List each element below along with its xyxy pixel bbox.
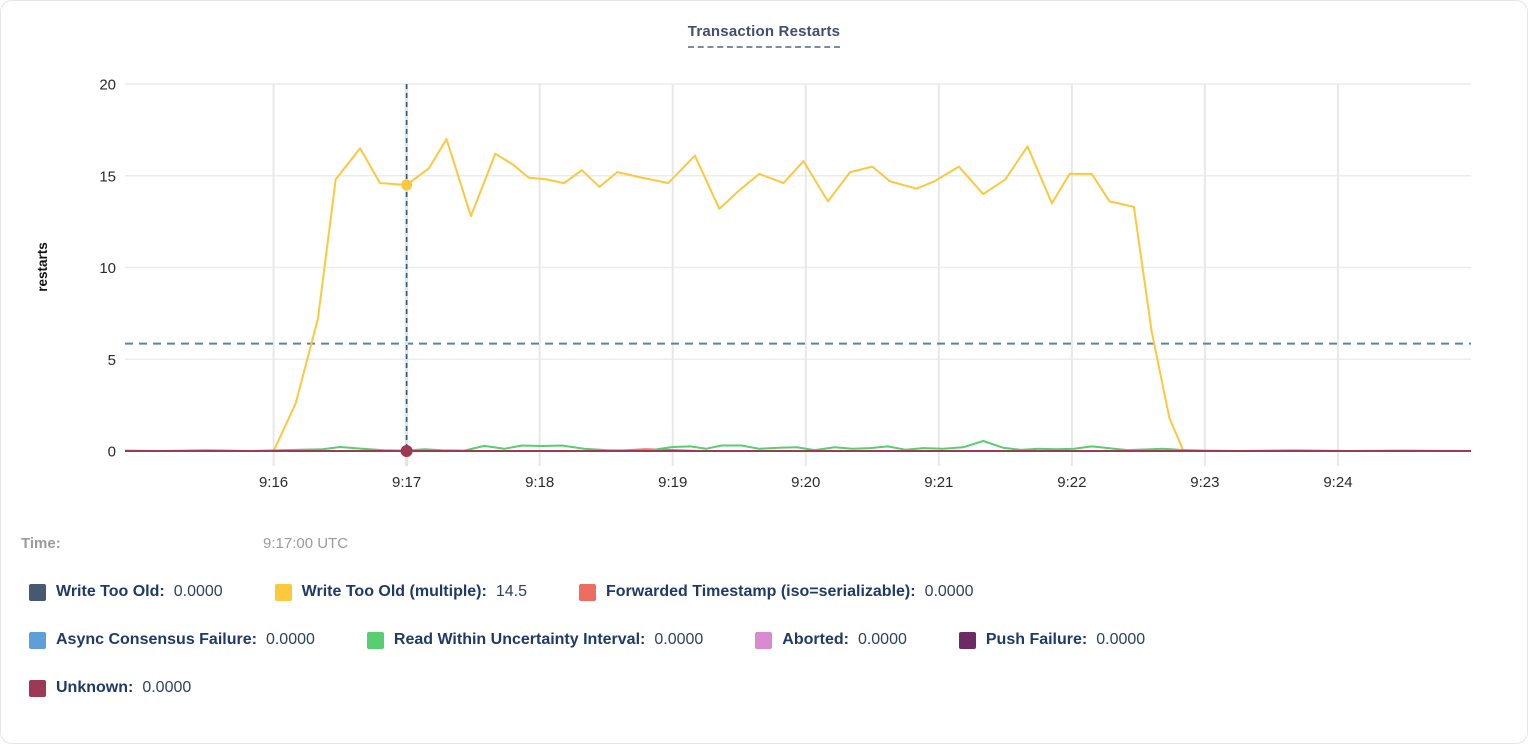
y-gridlines: 0 5 10 15 20	[99, 77, 1471, 461]
legend-label: Aborted:	[782, 631, 849, 648]
x-tick-label: 9:17	[392, 474, 421, 491]
legend-label: Write Too Old:	[56, 583, 165, 600]
x-tick-label: 9:16	[259, 474, 288, 491]
legend-swatch-read-within-uncertainty-interval	[366, 631, 384, 649]
legend-swatch-aborted	[755, 631, 773, 649]
legend-value: 0.0000	[857, 631, 907, 648]
y-tick-label: 10	[99, 260, 116, 277]
legend-item-aborted: Aborted: 0.0000	[755, 631, 907, 649]
legend-item-forwarded-timestamp-iso-serializable: Forwarded Timestamp (iso=serializable): 0…	[578, 583, 974, 601]
legend-swatch-unknown	[29, 679, 46, 697]
legend-row: Async Consensus Failure: 0.0000 Read Withi…	[29, 629, 1527, 651]
legend-value: 14.5	[495, 583, 527, 600]
legend-item-unknown: Unknown: 0.0000	[29, 679, 191, 697]
legend-label: Async Consensus Failure:	[56, 631, 257, 648]
x-tick-label: 9:23	[1190, 474, 1219, 491]
legend-value: 0.0000	[924, 583, 974, 600]
chart-title-row: Transaction Restarts	[1, 23, 1527, 63]
series-lines	[124, 138, 1472, 452]
y-tick-label: 5	[108, 352, 116, 369]
x-tick-label: 9:19	[658, 474, 687, 491]
legend-item-write-too-old: Write Too Old: 0.0000	[29, 583, 223, 601]
legend-swatch-forwarded-timestamp-iso-serializable	[578, 583, 596, 601]
legend-row: Write Too Old: 0.0000 Write Too Old (multi…	[29, 581, 1527, 603]
time-label: Time:	[21, 535, 61, 552]
hover-dot-unknown	[400, 445, 413, 457]
y-tick-label: 20	[99, 77, 116, 94]
legend-swatch-write-too-old	[29, 583, 46, 601]
chart-legend: Write Too Old: 0.0000 Write Too Old (multi…	[1, 581, 1527, 699]
legend-value: 0.0000	[265, 631, 315, 648]
legend-label: Write Too Old (multiple):	[301, 583, 487, 600]
y-tick-label: 0	[108, 444, 116, 461]
legend-swatch-async-consensus-failure	[29, 631, 46, 649]
legend-swatch-push-failure	[958, 631, 976, 649]
legend-value: 0.0000	[142, 679, 192, 696]
hover-dot-write-too-old-multiple	[401, 179, 413, 191]
chart-title: Transaction Restarts	[687, 23, 841, 48]
x-tick-label: 9:22	[1057, 474, 1086, 491]
legend-label: Read Within Uncertainty Interval:	[393, 631, 646, 648]
legend-item-async-consensus-failure: Async Consensus Failure: 0.0000	[29, 631, 315, 649]
legend-item-read-within-uncertainty-interval: Read Within Uncertainty Interval: 0.0000	[366, 631, 704, 649]
x-tick-label: 9:21	[924, 474, 953, 491]
hover-time-row: Time: 9:17:00 UTC	[1, 535, 1527, 557]
x-tick-label: 9:20	[791, 474, 820, 491]
transaction-restarts-chart[interactable]: 0 5 10 15 20 9:16 9:17 9:18 9:19 9:20 9:21 9:22 9:23…	[1, 63, 1528, 501]
legend-item-write-too-old-multiple: Write Too Old (multiple): 14.5	[274, 583, 527, 601]
y-axis-label: restarts	[35, 242, 50, 292]
legend-label: Unknown:	[56, 679, 134, 696]
series-line-read-within-uncertainty-interval	[124, 439, 1472, 452]
time-value: 9:17:00 UTC	[263, 535, 349, 552]
legend-row: Unknown: 0.0000	[29, 677, 1527, 699]
x-gridlines: 9:16 9:17 9:18 9:19 9:20 9:21 9:22 9:23 9:24	[259, 84, 1353, 491]
legend-label: Forwarded Timestamp (iso=serializable):	[605, 583, 916, 600]
legend-item-push-failure: Push Failure: 0.0000	[958, 631, 1146, 649]
x-tick-label: 9:18	[525, 474, 554, 491]
legend-label: Push Failure:	[985, 631, 1088, 648]
legend-value: 0.0000	[1096, 631, 1146, 648]
legend-swatch-write-too-old-multiple	[274, 583, 292, 601]
legend-value: 0.0000	[654, 631, 704, 648]
legend-value: 0.0000	[173, 583, 223, 600]
series-line-write-too-old-multiple	[272, 138, 1184, 452]
x-tick-label: 9:24	[1323, 474, 1352, 491]
y-tick-label: 15	[99, 168, 116, 185]
